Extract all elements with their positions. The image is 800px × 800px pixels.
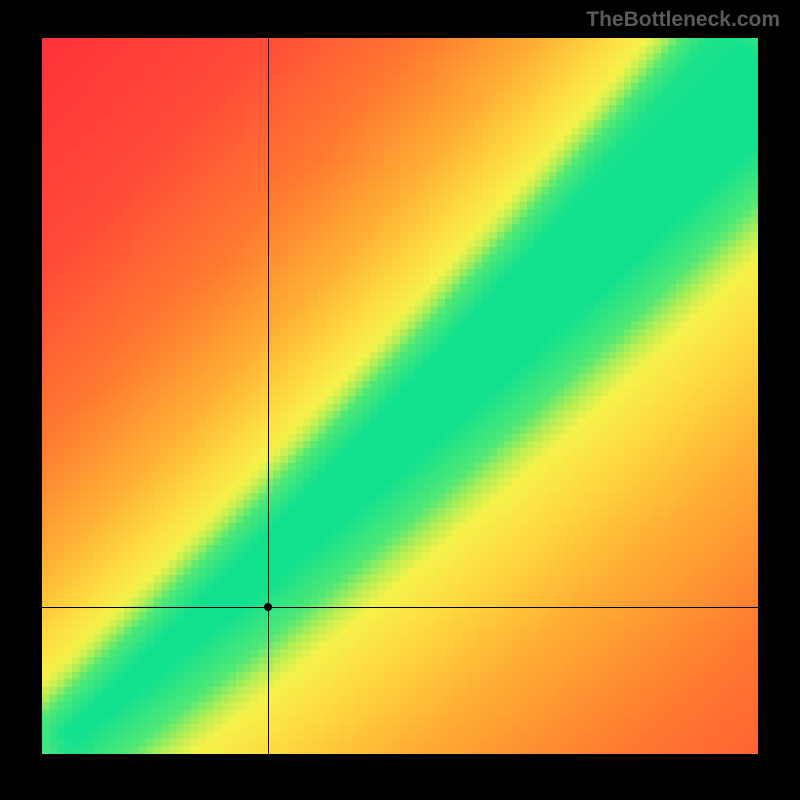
crosshair-horizontal — [42, 607, 758, 608]
crosshair-marker — [264, 603, 272, 611]
heatmap-canvas — [42, 38, 758, 754]
crosshair-vertical — [268, 38, 269, 754]
chart-container: TheBottleneck.com — [0, 0, 800, 800]
heatmap-plot — [42, 38, 758, 754]
watermark-text: TheBottleneck.com — [586, 8, 780, 32]
